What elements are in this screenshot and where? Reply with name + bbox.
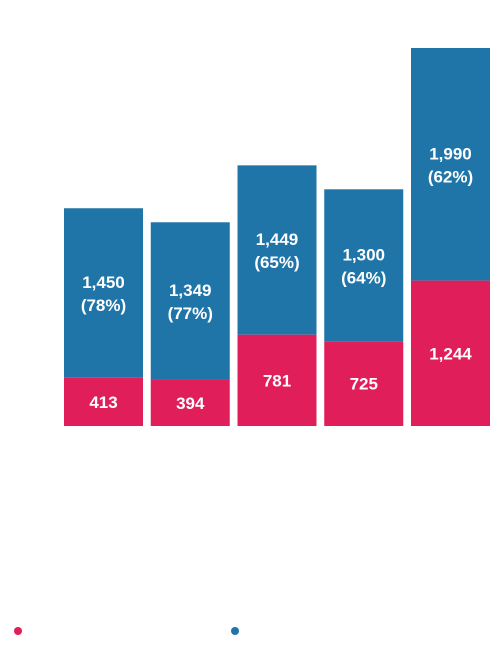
- data-label-series-1-4: 725: [350, 375, 378, 394]
- bar-segment-series-2-5: [411, 48, 490, 281]
- data-label-series-1-5: 1,244: [429, 344, 472, 363]
- legend-marker-series-2: [231, 627, 239, 635]
- data-label-series-1-1: 413: [89, 393, 117, 412]
- bar-segment-series-2-3: [237, 165, 317, 335]
- data-label-series-1-2: 394: [176, 394, 205, 413]
- data-label-series-2-3: 1,449 (65%): [254, 230, 299, 272]
- bar-segment-series-1-5: [411, 280, 490, 426]
- legend-item-series-1: [14, 627, 30, 635]
- bar-segment-series-1-4: [324, 341, 404, 426]
- bar-segment-series-2-1: [64, 208, 143, 378]
- legend-marker-series-1: [14, 627, 22, 635]
- data-label-series-1-3: 781: [263, 371, 291, 390]
- bar-segment-series-1-1: [64, 377, 143, 426]
- data-label-series-2-5: 1,990 (62%): [428, 144, 473, 186]
- data-label-series-2-1: 1,450 (78%): [81, 273, 126, 315]
- bar-segment-series-1-3: [237, 334, 317, 426]
- legend-item-series-2: [231, 627, 247, 635]
- data-label-series-2-2: 1,349 (77%): [168, 281, 213, 323]
- data-label-series-2-4: 1,300 (64%): [341, 245, 386, 287]
- bar-segment-series-2-4: [324, 189, 404, 342]
- bar-segment-series-2-2: [150, 222, 230, 380]
- bar-segment-series-1-2: [150, 379, 230, 426]
